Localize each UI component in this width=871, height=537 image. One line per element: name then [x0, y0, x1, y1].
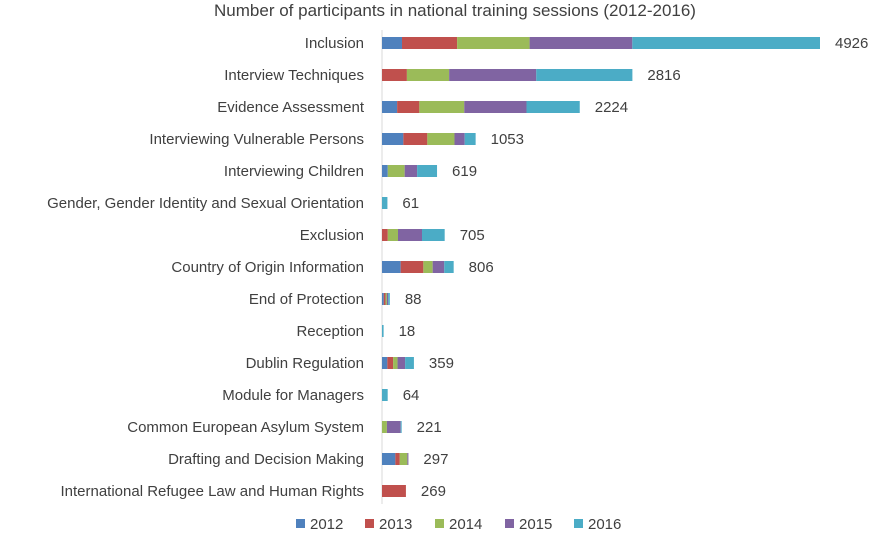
total-label: 88	[405, 291, 422, 308]
legend: 2012 2013 2014 2015 2016	[296, 516, 621, 533]
legend-swatch-2012	[296, 519, 305, 528]
total-label: 2816	[647, 67, 680, 84]
total-label: 1053	[491, 131, 524, 148]
chart-title: Number of participants in national train…	[214, 1, 696, 20]
legend-swatch-2015	[505, 519, 514, 528]
category-label: Interviewing Vulnerable Persons	[149, 131, 364, 148]
bar-segment-2015	[449, 69, 537, 81]
category-label: End of Protection	[249, 291, 364, 308]
category-label: Interview Techniques	[224, 67, 364, 84]
bar-segment-2013	[382, 229, 388, 241]
bar-segment-2015	[464, 101, 527, 113]
bar-segment-2016	[382, 389, 388, 401]
legend-label-2013: 2013	[379, 516, 412, 533]
category-label: Evidence Assessment	[217, 99, 365, 116]
bar-segment-2015	[454, 133, 465, 145]
category-label: Country of Origin Information	[171, 259, 364, 276]
bar-segment-2015	[404, 165, 418, 177]
total-label: 64	[403, 387, 420, 404]
bar-segment-2015	[397, 357, 406, 369]
bar-segment-2016	[382, 197, 388, 209]
bar-segment-2012	[382, 165, 388, 177]
bar-segment-2016	[422, 229, 445, 241]
legend-swatch-2014	[435, 519, 444, 528]
total-label: 806	[469, 259, 494, 276]
bar-segment-2014	[427, 133, 455, 145]
category-label: Common European Asylum System	[127, 419, 364, 436]
bar-segment-2015	[386, 293, 389, 305]
bar-segment-2015	[386, 421, 401, 433]
bar-segment-2016	[526, 101, 580, 113]
bar-segment-2014	[419, 101, 465, 113]
legend-swatch-2013	[365, 519, 374, 528]
category-label: Interviewing Children	[224, 163, 364, 180]
bar-segment-2014	[385, 293, 387, 305]
legend-label-2015: 2015	[519, 516, 552, 533]
bar-segment-2012	[382, 101, 398, 113]
bar-segment-2014	[382, 421, 387, 433]
legend-label-2014: 2014	[449, 516, 482, 533]
bar-segment-2013	[400, 261, 424, 273]
category-label: Exclusion	[300, 227, 364, 244]
category-label: Reception	[296, 323, 364, 340]
legend-label-2016: 2016	[588, 516, 621, 533]
bar-segment-2014	[387, 165, 405, 177]
category-label: Drafting and Decision Making	[168, 451, 364, 468]
bar-segment-2013	[403, 133, 428, 145]
total-label: 705	[460, 227, 485, 244]
total-label: 221	[417, 419, 442, 436]
bar-segment-2014	[406, 69, 450, 81]
legend-swatch-2016	[574, 519, 583, 528]
bar-segment-2012	[382, 293, 384, 305]
bar-segment-2012	[382, 37, 403, 49]
bar-segment-2016	[405, 357, 414, 369]
bar-segment-2013	[383, 293, 386, 305]
category-label: Module for Managers	[222, 387, 364, 404]
bar-segment-2012	[382, 453, 396, 465]
bar-segment-2014	[423, 261, 433, 273]
bar-segment-2012	[382, 133, 404, 145]
total-label: 359	[429, 355, 454, 372]
bar-segment-2016	[388, 293, 390, 305]
bar-segment-2016	[417, 165, 438, 177]
bar-segment-2016	[400, 421, 402, 433]
category-label: International Refugee Law and Human Righ…	[60, 483, 364, 500]
bar-segment-2016	[382, 325, 384, 337]
bar-segment-2016	[444, 261, 454, 273]
bar-segment-2013	[397, 101, 420, 113]
plot-area: Inclusion 4926 Interview Techniques 2816 Evi…	[47, 30, 868, 504]
bar-segment-2012	[382, 261, 401, 273]
total-label: 619	[452, 163, 477, 180]
bar-segment-2016	[464, 133, 476, 145]
bar-segment-2015	[398, 229, 423, 241]
bar-segment-2013	[382, 485, 406, 497]
total-label: 2224	[595, 99, 628, 116]
category-label: Dublin Regulation	[246, 355, 364, 372]
category-label: Gender, Gender Identity and Sexual Orien…	[47, 195, 364, 212]
bar-segment-2015	[407, 453, 409, 465]
total-label: 297	[423, 451, 448, 468]
bar-segment-2013	[382, 69, 407, 81]
bar-segment-2013	[387, 357, 394, 369]
category-label: Inclusion	[305, 35, 364, 52]
bar-segment-2016	[632, 37, 820, 49]
total-label: 18	[399, 323, 416, 340]
total-label: 61	[402, 195, 419, 212]
bar-segment-2015	[529, 37, 633, 49]
bar-segment-2013	[395, 453, 400, 465]
bar-segment-2014	[393, 357, 398, 369]
bar-segment-2013	[402, 37, 458, 49]
bar-segment-2012	[382, 357, 388, 369]
legend-label-2012: 2012	[310, 516, 343, 533]
bar-segment-2016	[536, 69, 633, 81]
total-label: 269	[421, 483, 446, 500]
bar-segment-2014	[457, 37, 530, 49]
bar-segment-2015	[432, 261, 445, 273]
bar-segment-2014	[399, 453, 408, 465]
total-label: 4926	[835, 35, 868, 52]
bar-segment-2014	[387, 229, 399, 241]
